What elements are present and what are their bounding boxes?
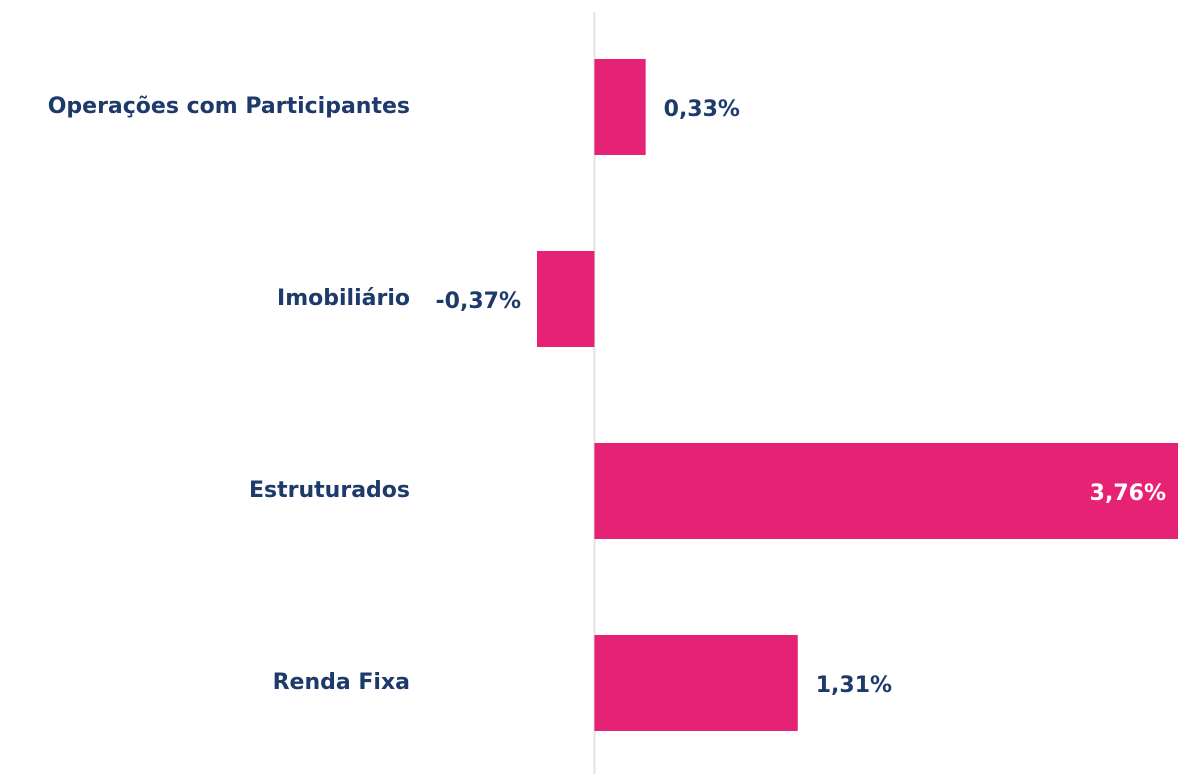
value-label: 0,33% [664, 97, 740, 122]
category-label: Renda Fixa [273, 670, 410, 695]
category-label: Operações com Participantes [48, 94, 410, 119]
value-label: 1,31% [816, 673, 892, 698]
bar [594, 635, 798, 731]
value-label: -0,37% [436, 289, 521, 314]
category-label: Estruturados [249, 478, 410, 503]
bar [594, 59, 646, 155]
bar [594, 443, 1178, 539]
bar [537, 251, 595, 347]
category-label: Imobiliário [277, 286, 410, 311]
value-label: 3,76% [1090, 481, 1166, 506]
